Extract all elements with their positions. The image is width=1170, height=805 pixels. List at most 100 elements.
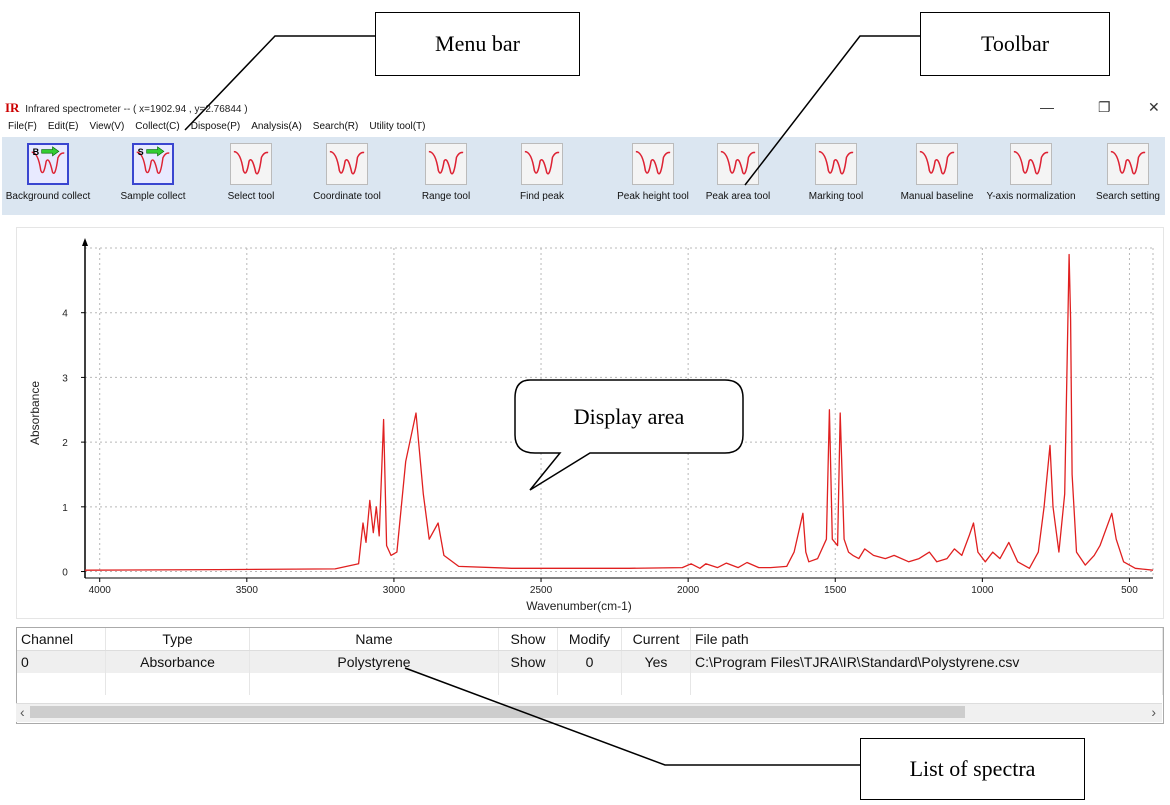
toolbar-label: Background collect [5,191,91,202]
menu-bar-callout: Menu bar [375,12,580,76]
toolbar-button-find-peak[interactable]: Find peak [487,139,597,202]
background-collect-icon: B [27,143,69,185]
cell-file-path: C:\Program Files\TJRA\IR\Standard\Polyst… [690,650,1163,673]
empty-cell [249,673,499,695]
marking-tool-icon [815,143,857,185]
toolbar-label: Search setting [1096,191,1160,202]
scroll-right-icon[interactable]: › [1151,704,1156,720]
col-current[interactable]: Current [621,628,691,651]
toolbar-label: Y-axis normalization [986,191,1076,202]
empty-cell [557,673,622,695]
empty-cell [498,673,558,695]
coordinate-tool-icon [326,143,368,185]
toolbar-button-select-tool[interactable]: Select tool [196,139,306,202]
toolbar-button-peak-area-tool[interactable]: Peak area tool [683,139,793,202]
menu-bar: File(F) Edit(E) View(V) Collect(C) Dispo… [8,121,425,137]
spectrum-line-polystyrene [84,253,1154,571]
x-tick-label: 2000 [677,585,700,596]
toolbar-button-search-setting[interactable]: Search setting [1073,139,1170,202]
toolbar-callout: Toolbar [920,12,1110,76]
display-area-callout: Display area [514,379,744,491]
display-area-callout-label: Display area [574,404,685,429]
empty-cell [690,673,1163,695]
y-tick-label: 1 [62,503,68,514]
close-button[interactable]: ✕ [1148,99,1160,115]
cell-modify: 0 [557,650,622,673]
y-tick-label: 4 [62,309,68,320]
title-bar: IR Infrared spectrometer -- ( x=1902.94 … [5,100,1165,120]
toolbar-callout-label: Toolbar [980,31,1050,56]
empty-cell [621,673,691,695]
toolbar-button-range-tool[interactable]: Range tool [391,139,501,202]
list-of-spectra-callout: List of spectra [860,738,1085,800]
x-tick-label: 4000 [89,585,112,596]
empty-cell [17,673,106,695]
menu-file[interactable]: File(F) [8,121,37,132]
x-tick-label: 2500 [530,585,553,596]
cell-type: Absorbance [105,650,250,673]
empty-cell [105,673,250,695]
toolbar-button-coordinate-tool[interactable]: Coordinate tool [292,139,402,202]
col-channel[interactable]: Channel [17,628,106,651]
scrollbar-thumb[interactable] [30,706,965,718]
cell-show[interactable]: Show [498,650,558,673]
spectra-table: Channel Type Name Show Modify Current Fi… [17,628,1163,695]
menu-dispose[interactable]: Dispose(P) [190,121,241,132]
toolbar-button-y-axis-normalization[interactable]: Y-axis normalization [976,139,1086,202]
toolbar-button-marking-tool[interactable]: Marking tool [781,139,891,202]
svg-text:B: B [33,147,40,157]
col-type[interactable]: Type [105,628,250,651]
y-tick-label: 3 [62,373,68,384]
toolbar-label: Range tool [421,191,471,202]
menu-bar-callout-label: Menu bar [435,31,520,56]
toolbar-label: Coordinate tool [313,191,381,202]
col-file-path[interactable]: File path [690,628,1163,651]
y-axis-normalization-icon [1010,143,1052,185]
app-logo: IR [5,100,20,115]
cell-current: Yes [621,650,691,673]
scroll-left-icon[interactable]: ‹ [20,704,25,720]
y-tick-label: 0 [62,568,68,579]
sample-collect-icon: S [132,143,174,185]
menu-utility-tool[interactable]: Utility tool(T) [369,121,426,132]
spectrum-chart[interactable]: 4000 3500 3000 2500 2000 1500 1000 500 0 1 2 3 4 Wave… [17,228,1163,618]
manual-baseline-icon [916,143,958,185]
toolbar-label: Select tool [227,191,275,202]
table-row-empty [17,673,1163,695]
toolbar-button-peak-height-tool[interactable]: Peak height tool [598,139,708,202]
x-tick-label: 1500 [824,585,847,596]
toolbar: B Background collect S Sample collect Select… [2,137,1165,215]
search-setting-icon [1107,143,1149,185]
window-title: Infrared spectrometer -- ( x=1902.94 , y… [25,104,248,115]
toolbar-label: Sample collect [120,191,186,202]
x-tick-label: 3500 [236,585,259,596]
x-axis-label: Wavenumber(cm-1) [526,599,632,613]
toolbar-button-background-collect[interactable]: B Background collect [0,139,103,202]
x-tick-label: 500 [1121,585,1138,596]
display-area-bubble-shape [514,379,744,491]
menu-edit[interactable]: Edit(E) [47,121,79,132]
peak-height-tool-icon [632,143,674,185]
cell-channel: 0 [17,650,106,673]
menu-view[interactable]: View(V) [89,121,125,132]
col-modify[interactable]: Modify [557,628,622,651]
table-row[interactable]: 0 Absorbance Polystyrene Show 0 Yes C:\P… [17,650,1163,673]
cell-name: Polystyrene [249,650,499,673]
y-tick-label: 2 [62,438,68,449]
x-tick-label: 3000 [383,585,406,596]
restore-button[interactable]: ❐ [1098,99,1111,115]
x-tick-label: 1000 [971,585,994,596]
menu-collect[interactable]: Collect(C) [135,121,180,132]
minimize-button[interactable]: — [1040,99,1054,115]
toolbar-label: Find peak [520,191,564,202]
toolbar-label: Manual baseline [900,191,974,202]
col-show[interactable]: Show [498,628,558,651]
col-name[interactable]: Name [249,628,499,651]
menu-analysis[interactable]: Analysis(A) [251,121,302,132]
range-tool-icon [425,143,467,185]
y-axis-label: Absorbance [28,381,42,445]
toolbar-button-sample-collect[interactable]: S Sample collect [98,139,208,202]
list-of-spectra-callout-label: List of spectra [909,756,1036,781]
toolbar-label: Peak height tool [617,191,689,202]
menu-search[interactable]: Search(R) [312,121,359,132]
